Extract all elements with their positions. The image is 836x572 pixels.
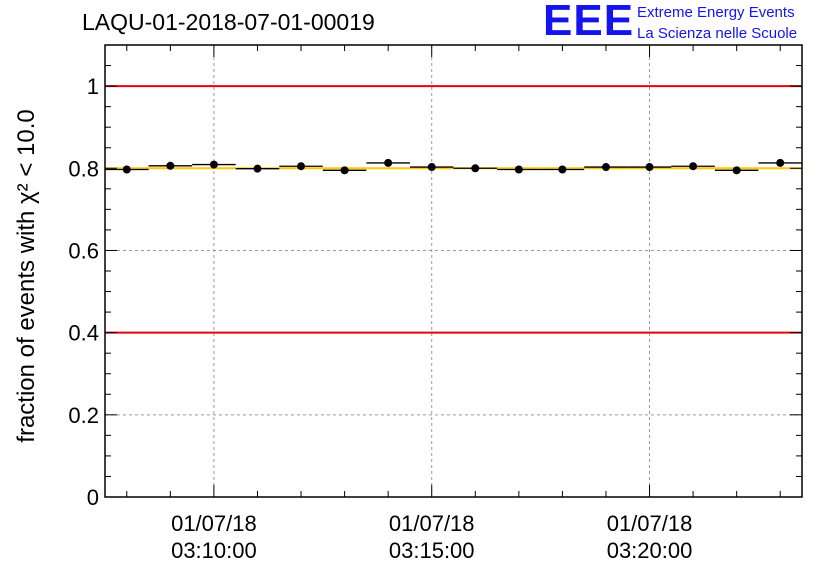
- data-point: [645, 163, 654, 172]
- x-tick-label-date: 01/07/18: [607, 511, 693, 536]
- data-point: [209, 160, 218, 169]
- data-point: [471, 164, 480, 173]
- y-tick-label: 1: [87, 74, 99, 99]
- data-point: [558, 165, 567, 174]
- data-point: [340, 166, 349, 175]
- x-tick-label-date: 01/07/18: [171, 511, 257, 536]
- y-tick-label: 0.6: [68, 238, 99, 263]
- data-point: [297, 162, 306, 171]
- x-tick-label-time: 03:10:00: [171, 538, 257, 563]
- eee-logo: EEE Extreme Energy Events La Scienza nel…: [543, 0, 833, 46]
- y-tick-label: 0: [87, 485, 99, 510]
- plot-frame: [104, 44, 803, 498]
- data-point: [601, 163, 610, 172]
- data-point: [253, 164, 262, 173]
- data-point: [776, 158, 785, 167]
- y-axis-label: fraction of events with χ² < 10.0: [13, 109, 40, 442]
- data-point: [427, 163, 436, 172]
- eee-logo-mark: EEE: [543, 0, 635, 45]
- y-tick-label: 0.4: [68, 321, 99, 346]
- x-tick-label-time: 03:15:00: [389, 538, 475, 563]
- data-point: [384, 158, 393, 167]
- data-point: [166, 161, 175, 170]
- y-tick-label: 0.2: [68, 403, 99, 428]
- data-point: [514, 165, 523, 174]
- chart-title: LAQU-01-2018-07-01-00019: [82, 9, 375, 35]
- data-point: [122, 165, 131, 174]
- y-tick-label: 0.8: [68, 156, 99, 181]
- data-point: [689, 162, 698, 171]
- logo-line-2: La Scienza nelle Scuole: [637, 25, 798, 42]
- logo-line-1: Extreme Energy Events: [637, 4, 795, 21]
- x-tick-label-date: 01/07/18: [389, 511, 475, 536]
- data-point: [732, 166, 741, 175]
- x-tick-label-time: 03:20:00: [607, 538, 693, 563]
